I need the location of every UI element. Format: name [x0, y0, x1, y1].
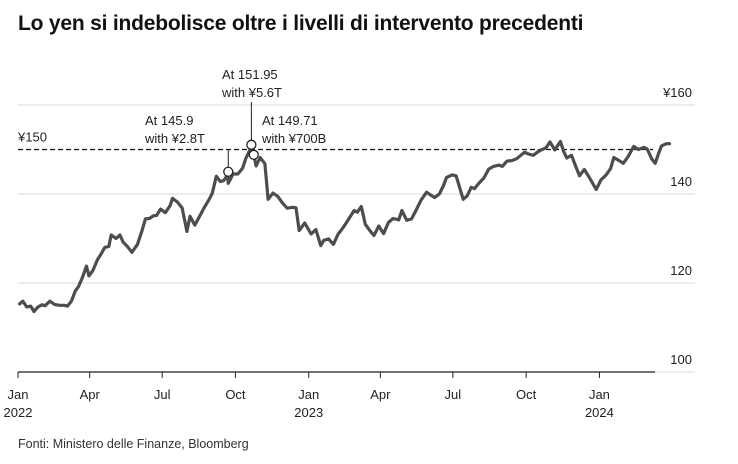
annotation-line1-1: At 151.95 [222, 67, 278, 82]
annotation-line1-0: At 145.9 [145, 113, 193, 128]
x-tick-label-2024-01-01: Jan [589, 387, 610, 402]
x-year-label-2022: 2022 [4, 405, 33, 420]
x-tick-label-2022-01-01: Jan [8, 387, 29, 402]
chart-title: Lo yen si indebolisce oltre i livelli di… [18, 12, 584, 35]
x-tick-label-2023-07-01: Jul [445, 387, 462, 402]
annotation-marker-2 [248, 149, 259, 160]
x-axis: Jan 2022 Apr Jul Oct Jan 2023 Apr Jul Oct Jan 2024 [4, 371, 655, 420]
y-tick-label-160: ¥160 [662, 85, 692, 100]
series-layer [18, 139, 672, 314]
annotation-line2-0: with ¥2.8T [144, 131, 205, 146]
reference-line-150: ¥150 [17, 130, 653, 151]
x-tick-label-2022-07-01: Jul [154, 387, 171, 402]
annotation-line2-1: with ¥5.6T [221, 85, 282, 100]
reference-line-label: ¥150 [17, 130, 47, 145]
annotation-line2-2: with ¥700B [261, 131, 326, 146]
y-tick-label-140: 140 [670, 174, 692, 189]
x-year-label-2024: 2024 [585, 405, 614, 420]
annotation-marker-0 [223, 166, 234, 177]
series-line-0 [18, 139, 672, 314]
x-tick-label-2023-10-01: Oct [516, 387, 537, 402]
intervention-annotations: At 145.9 with ¥2.8T At 151.95 with ¥5.6T At … [144, 67, 326, 177]
annotation-marker-1 [246, 139, 257, 150]
y-tick-label-100: 100 [670, 352, 692, 367]
x-year-label-2023: 2023 [294, 405, 323, 420]
gridlines [18, 104, 695, 373]
x-tick-label-2022-04-01: Apr [80, 387, 101, 402]
annotation-line1-2: At 149.71 [262, 113, 318, 128]
y-tick-label-120: 120 [670, 263, 692, 278]
y-axis: ¥160 140 120 100 [662, 85, 692, 367]
x-tick-label-2023-04-01: Apr [370, 387, 391, 402]
source-note: Fonti: Ministero delle Finanze, Bloomber… [18, 437, 249, 451]
x-tick-label-2022-10-01: Oct [225, 387, 246, 402]
x-tick-label-2023-01-01: Jan [298, 387, 319, 402]
